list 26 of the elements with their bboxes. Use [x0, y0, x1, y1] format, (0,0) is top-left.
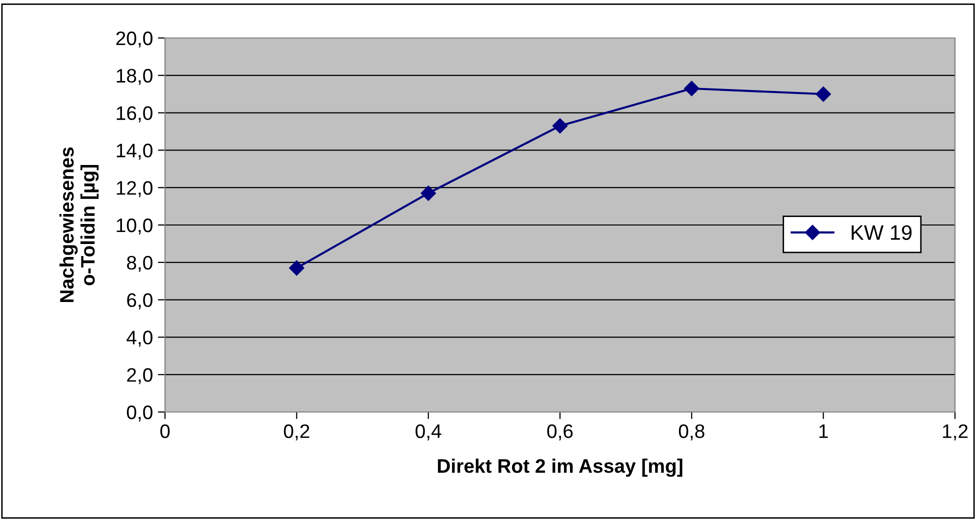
y-tick-label: 18,0: [116, 68, 152, 85]
y-tick-label: 2,0: [127, 368, 152, 384]
y-tick-label: 16,0: [116, 106, 152, 122]
x-axis-title: Direkt Rot 2 im Assay [mg]: [438, 458, 682, 477]
point: [420, 186, 436, 201]
x-tick-label: 0,4: [416, 424, 442, 440]
y-tick-label: 4,0: [126, 330, 152, 347]
y-tick-label: 14,0: [116, 144, 152, 160]
y-tick-label: 10,0: [116, 218, 152, 235]
y-tick-label: 0,0: [126, 405, 152, 422]
x-tick-label: 1,2: [942, 424, 968, 440]
y-tick-label: 12,0: [116, 181, 152, 198]
x-tick-label: 0,2: [284, 424, 310, 440]
y-axis-title: Nachgewiesenes o-Tolidin [µg]: [59, 147, 99, 302]
point: [289, 260, 304, 276]
x-tick-label: 1: [819, 424, 828, 438]
y-tick-label: 20,0: [116, 31, 152, 48]
point: [552, 118, 568, 134]
y-tick-label: 6,0: [127, 293, 152, 310]
y-tick-label: 8,0: [127, 256, 152, 272]
legend-label: KW 19: [852, 225, 912, 240]
point: [816, 86, 831, 102]
x-tick-label: 0: [160, 424, 170, 438]
x-tick-label: 0,8: [678, 424, 704, 440]
point: [684, 80, 700, 96]
x-tick-label: 0,6: [547, 424, 573, 440]
